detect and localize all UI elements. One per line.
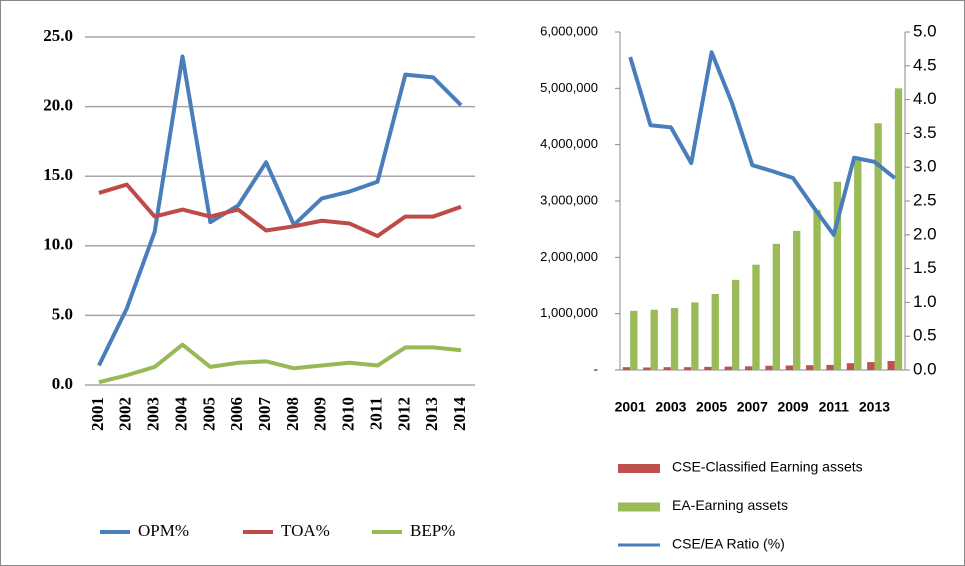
bar — [650, 309, 658, 370]
series-line — [628, 50, 897, 237]
bar — [670, 308, 679, 370]
y2-tick-label: 4.0 — [913, 89, 937, 108]
y2-tick-label: 2.5 — [913, 190, 937, 209]
x-tick-label: 2007 — [255, 397, 274, 432]
x-tick-label: 2008 — [283, 397, 302, 431]
x-tick-label: 2009 — [777, 399, 808, 415]
bar — [683, 367, 692, 370]
y2-tick-label: 5.0 — [913, 21, 937, 40]
y-tick-label: 6,000,000 — [540, 23, 598, 38]
y2-tick-label: 0.0 — [913, 359, 937, 378]
legend-label: CSE/EA Ratio (%) — [672, 536, 785, 552]
bar — [867, 362, 875, 370]
y-tick-label: 0.0 — [52, 374, 73, 393]
y2-tick-label: 0.5 — [913, 326, 937, 345]
x-tick-label: 2002 — [116, 397, 135, 431]
bar — [854, 157, 862, 370]
bar — [711, 293, 719, 370]
x-tick-label: 2003 — [655, 399, 686, 415]
series-line — [98, 342, 462, 385]
legend-label: OPM% — [138, 521, 189, 540]
x-tick-label: 2007 — [737, 399, 768, 415]
legend-swatch — [618, 464, 660, 473]
legend-label: CSE-Classified Earning assets — [672, 459, 863, 475]
y-tick-label: 3,000,000 — [540, 192, 598, 207]
line-chart: 0.0 5.0 10.0 15.0 20.0 25.0 2001 2002 2003 2004 20… — [43, 26, 475, 540]
x-tick-label: 2005 — [696, 399, 727, 415]
x-tick-label: 2001 — [615, 399, 646, 415]
bar — [785, 365, 794, 370]
y-tick-label: 4,000,000 — [540, 136, 598, 151]
y-tick-label: 5,000,000 — [540, 80, 598, 95]
legend-label: EA-Earning assets — [672, 497, 788, 513]
y2-tick-label: 3.0 — [913, 157, 937, 176]
y-tick-label: 15.0 — [43, 165, 73, 184]
y-tick-label: 1,000,000 — [540, 305, 598, 320]
y2-tick-label: 4.5 — [913, 55, 937, 74]
y-tick-label: 25.0 — [43, 26, 73, 45]
bar — [874, 123, 882, 370]
series-line — [97, 54, 463, 367]
x-tick-label: 2010 — [339, 397, 358, 431]
y2-tick-label: 1.0 — [913, 292, 937, 311]
x-tick-label: 2009 — [311, 397, 330, 431]
x-tick-label: 2001 — [88, 397, 107, 431]
x-tick-label: 2013 — [422, 397, 441, 431]
y-tick-label: - — [594, 361, 598, 376]
x-tick-label: 2006 — [227, 397, 246, 431]
x-tick-label: 2003 — [144, 397, 163, 431]
bar — [663, 367, 671, 370]
legend-swatch — [618, 502, 660, 512]
bar — [704, 366, 712, 370]
y-tick-label: 10.0 — [43, 235, 73, 254]
bar — [813, 210, 821, 370]
y2-tick-label: 3.5 — [913, 123, 937, 142]
bar — [691, 302, 699, 370]
x-tick-label: 2005 — [199, 397, 218, 431]
bar — [752, 264, 760, 370]
legend-label: BEP% — [410, 521, 455, 540]
bar — [622, 367, 631, 370]
bar — [846, 363, 855, 370]
x-tick-label: 2011 — [819, 399, 850, 415]
bar — [826, 364, 834, 370]
x-tick-label: 2011 — [366, 397, 385, 430]
bar — [806, 365, 814, 370]
bar — [765, 365, 773, 370]
bar — [731, 279, 740, 370]
bar — [793, 230, 801, 370]
y-tick-label: 20.0 — [43, 96, 73, 115]
series-line — [98, 182, 462, 239]
bar — [894, 88, 903, 370]
bar — [630, 310, 638, 370]
y-tick-label: 2,000,000 — [540, 249, 598, 264]
bar — [744, 366, 753, 370]
y2-tick-label: 2.0 — [913, 224, 937, 243]
y-tick-label: 5.0 — [52, 304, 73, 323]
y2-tick-label: 1.5 — [913, 258, 937, 277]
x-tick-label: 2014 — [450, 397, 469, 432]
bar — [772, 243, 781, 370]
bar — [887, 360, 895, 370]
legend-label: TOA% — [281, 521, 330, 540]
x-tick-label: 2013 — [859, 399, 890, 415]
bar — [833, 181, 842, 370]
x-tick-label: 2012 — [394, 397, 413, 431]
x-tick-label: 2004 — [171, 397, 190, 432]
bar-chart: - 1,000,000 2,000,000 3,000,000 4,000,000 5,0… — [540, 21, 936, 551]
bar — [643, 367, 651, 370]
bar — [724, 366, 732, 370]
